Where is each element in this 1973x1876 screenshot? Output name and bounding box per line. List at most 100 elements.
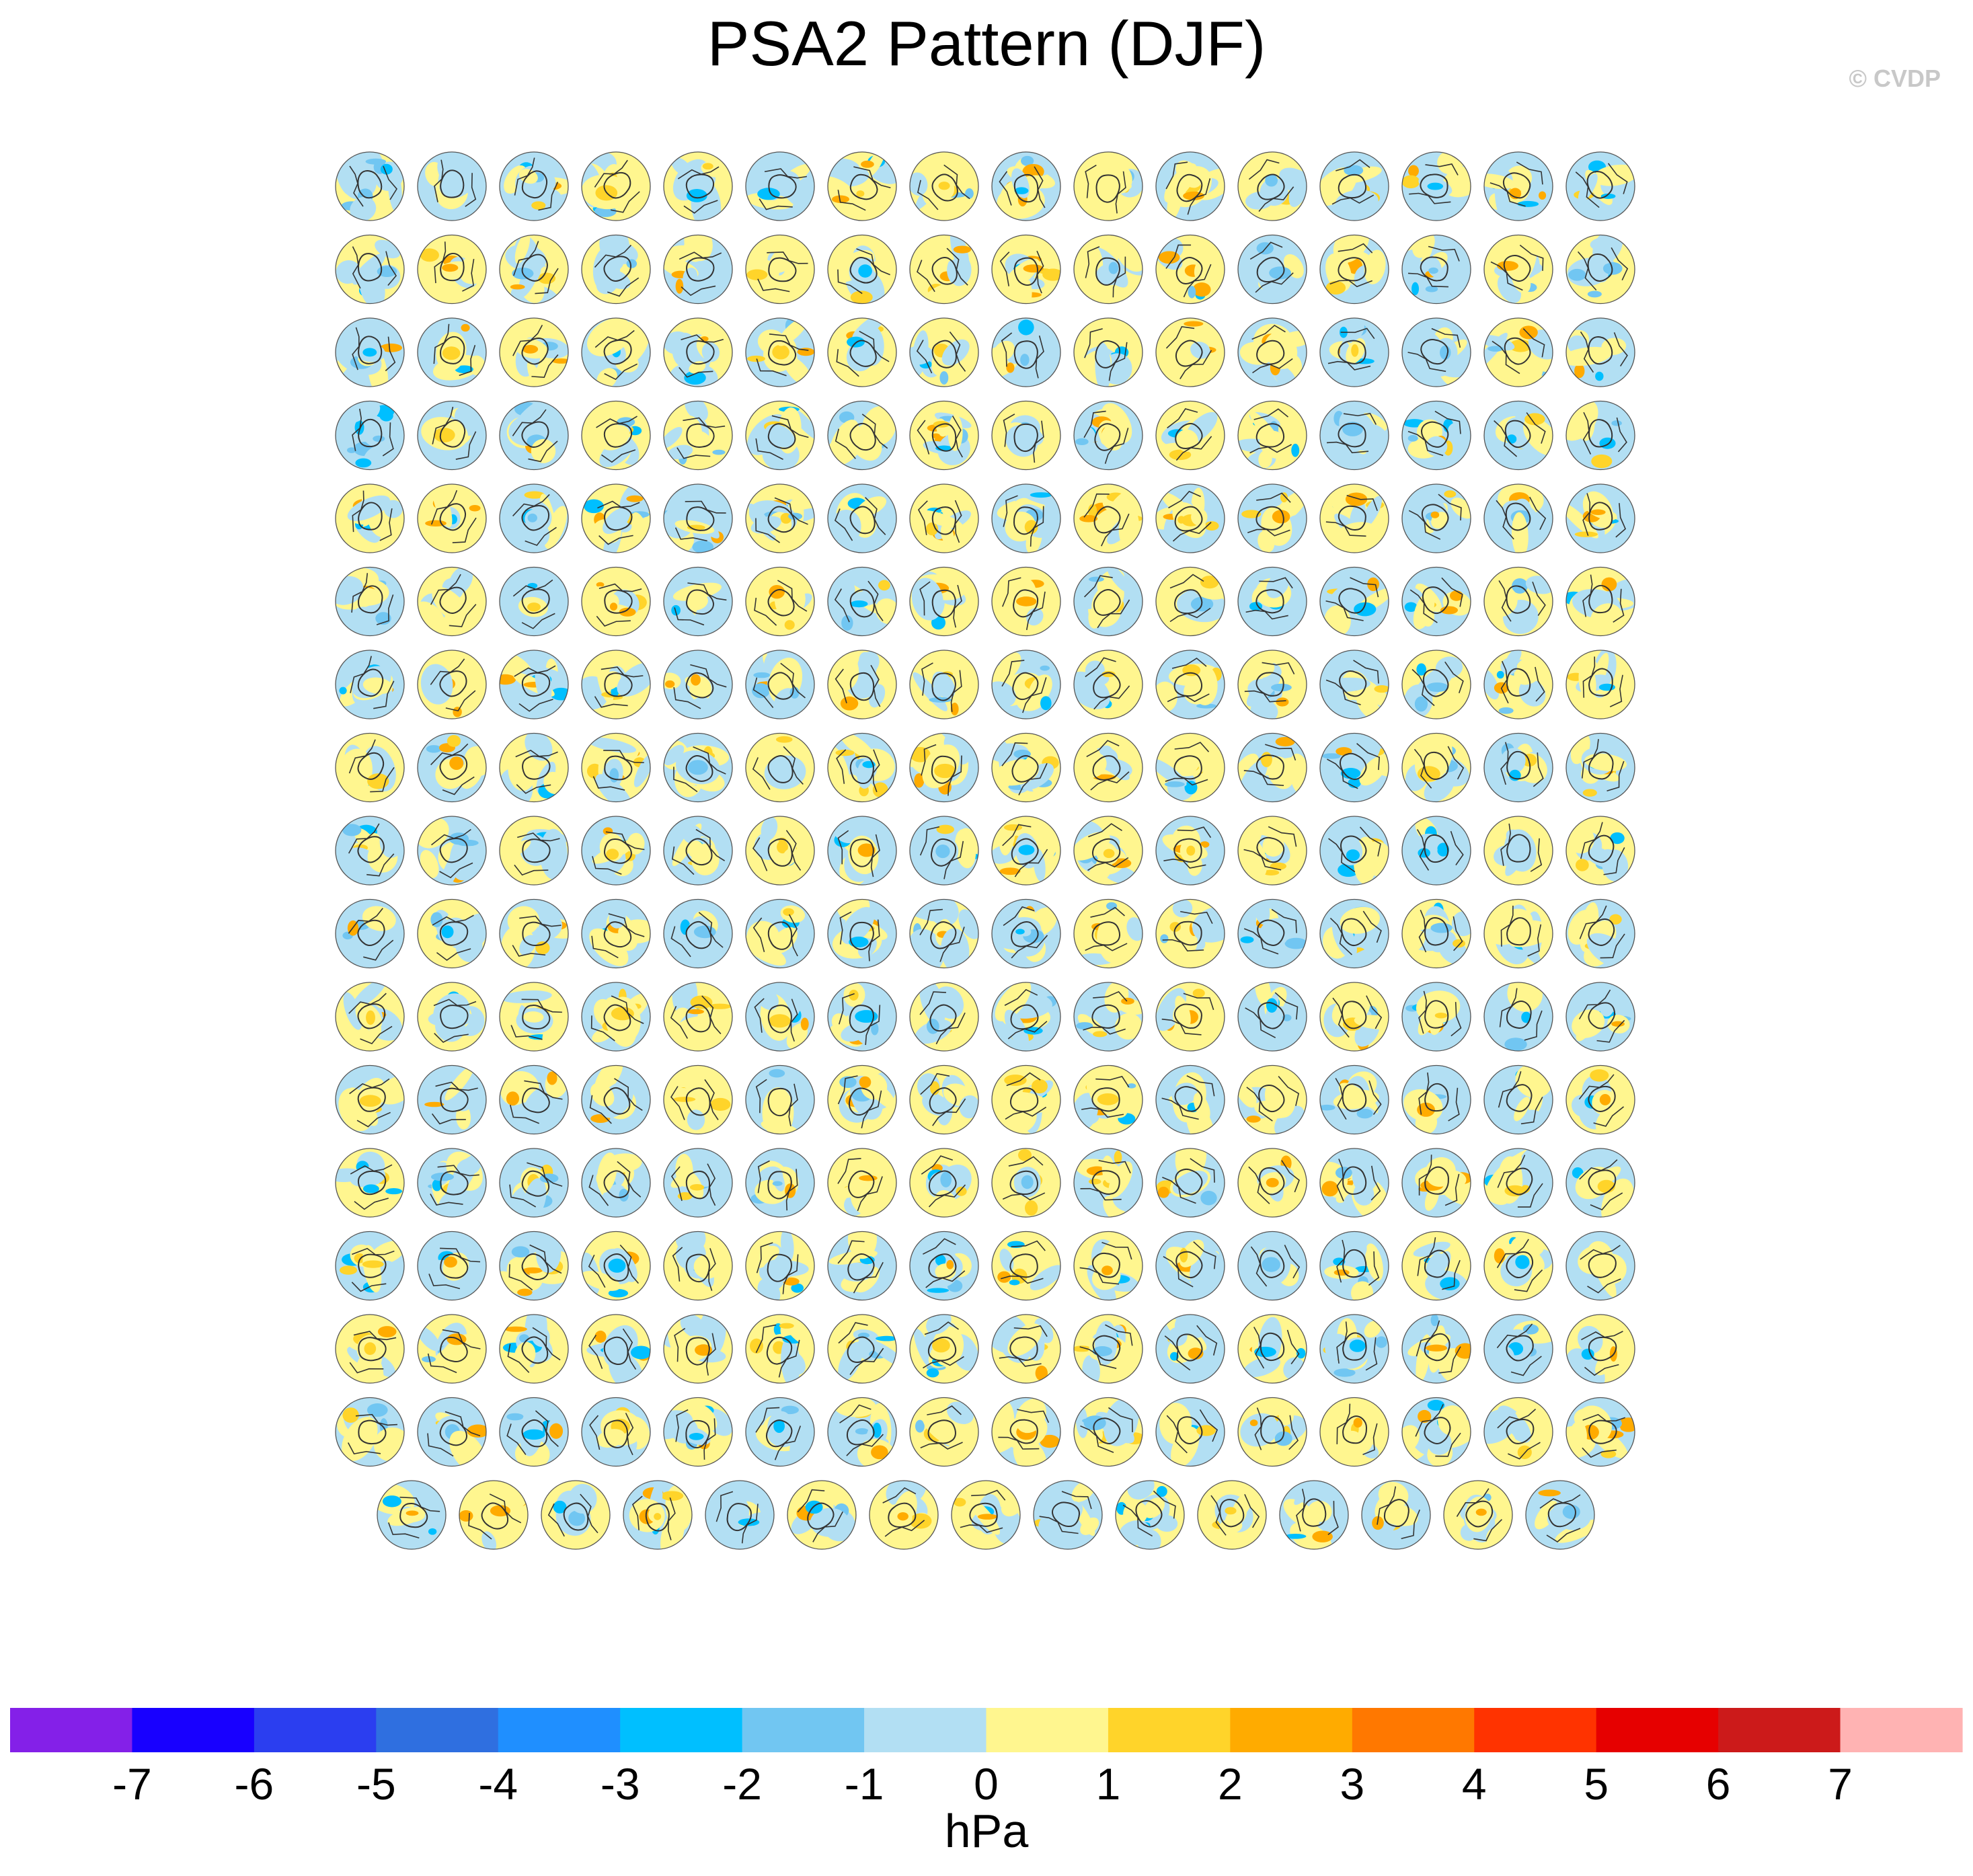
- panel-map: [1319, 816, 1389, 886]
- panel-map: [1115, 1480, 1185, 1550]
- panel-map: [1237, 1230, 1307, 1301]
- panel-map: [623, 1480, 693, 1550]
- panel-map: [1073, 1314, 1143, 1384]
- colorbar-box: [1230, 1708, 1353, 1752]
- panel-map: [1401, 1064, 1471, 1135]
- panel-map: [335, 816, 405, 886]
- panel-map: [1237, 400, 1307, 471]
- colorbar: -7 -6 -5 -4 -3 -2 -1 0 1 2 3 4 5 6 7: [10, 1708, 1963, 1809]
- panel-map: [827, 1230, 897, 1301]
- panel-map: [1073, 816, 1143, 886]
- panel-map: [827, 566, 897, 637]
- panel-map: [1525, 1480, 1595, 1550]
- panel-map: [417, 1230, 487, 1301]
- colorbar-box: [864, 1708, 987, 1752]
- panel-map: [1073, 1230, 1143, 1301]
- panel-map: [1565, 816, 1635, 886]
- panel-map: [417, 1397, 487, 1467]
- panel-map: [581, 1397, 651, 1467]
- panel-map: [1155, 982, 1225, 1052]
- panel-map: [909, 1148, 979, 1218]
- panel-map: [991, 151, 1061, 221]
- colorbar-tick-label: -2: [722, 1759, 762, 1809]
- panel-map: [1033, 1480, 1103, 1550]
- panel-map: [1155, 1397, 1225, 1467]
- panel-map: [459, 1480, 529, 1550]
- colorbar-tick-label: 4: [1462, 1759, 1487, 1809]
- panel-map: [663, 234, 733, 305]
- panel-map: [335, 234, 405, 305]
- panel-map: [745, 816, 815, 886]
- panel-map: [335, 1397, 405, 1467]
- colorbar-box: [10, 1708, 133, 1752]
- panel-map: [1401, 1314, 1471, 1384]
- panel-map: [1443, 1480, 1513, 1550]
- panel-map: [499, 566, 569, 637]
- panel-map: [1401, 483, 1471, 553]
- colorbar-box: [1108, 1708, 1231, 1752]
- panel-map: [663, 898, 733, 969]
- panel-map: [1401, 566, 1471, 637]
- panel-map: [1483, 1314, 1553, 1384]
- panel-map: [1155, 400, 1225, 471]
- panel-map: [1483, 566, 1553, 637]
- panel-map: [909, 151, 979, 221]
- panel-map: [581, 151, 651, 221]
- panel-map: [827, 1397, 897, 1467]
- panel-map: [1155, 1230, 1225, 1301]
- colorbar-tick-label: -3: [601, 1759, 640, 1809]
- panel-map: [499, 898, 569, 969]
- panel-map: [1073, 898, 1143, 969]
- panel-map: [581, 1148, 651, 1218]
- panel-map: [745, 898, 815, 969]
- panel-map: [1565, 1148, 1635, 1218]
- panel-map: [1401, 982, 1471, 1052]
- panel-map: [377, 1480, 447, 1550]
- colorbar-box: [1474, 1708, 1597, 1752]
- panel-map: [1483, 898, 1553, 969]
- panel-map: [1483, 650, 1553, 719]
- panel-map: [417, 234, 487, 305]
- panel-map: [1155, 566, 1225, 637]
- panel-map: [1483, 317, 1553, 387]
- colorbar-tick-label: -7: [112, 1759, 152, 1809]
- panel-map: [909, 483, 979, 553]
- panel-map: [705, 1480, 775, 1550]
- panel-map: [1565, 1314, 1635, 1384]
- panel-map: [663, 816, 733, 886]
- panel-map: [1565, 483, 1635, 553]
- panel-map: [787, 1480, 857, 1550]
- panel-map: [663, 650, 733, 719]
- panel-map: [499, 400, 569, 471]
- panel-map: [951, 1480, 1021, 1550]
- panel-map: [827, 898, 897, 969]
- panel-map: [1401, 317, 1471, 387]
- panel-map: [1401, 650, 1471, 719]
- colorbar-tick-label: 1: [1096, 1759, 1121, 1809]
- panel-map: [1483, 1148, 1553, 1218]
- panel-map: [581, 566, 651, 637]
- panel-map: [991, 566, 1061, 637]
- panel-map: [1319, 1148, 1389, 1218]
- panel-map: [1565, 982, 1635, 1052]
- colorbar-tick-label: 5: [1584, 1759, 1609, 1809]
- panel-map: [909, 732, 979, 803]
- panel-map: [745, 400, 815, 471]
- panel-map: [1237, 1314, 1307, 1384]
- panel-map: [1565, 1064, 1635, 1135]
- panel-map: [1237, 317, 1307, 387]
- panel-map: [745, 1397, 815, 1467]
- panel-map: [909, 566, 979, 637]
- panel-map: [1237, 816, 1307, 886]
- panel-map: [827, 151, 897, 221]
- panel-map: [1237, 732, 1307, 803]
- panel-map: [991, 1314, 1061, 1384]
- panel-map: [1319, 982, 1389, 1052]
- panel-map: [417, 566, 487, 637]
- panel-map: [1155, 650, 1225, 719]
- panel-map: [1073, 650, 1143, 719]
- panel-map: [581, 650, 651, 719]
- panel-map: [581, 483, 651, 553]
- panel-map: [1155, 483, 1225, 553]
- colorbar-box: [376, 1708, 499, 1752]
